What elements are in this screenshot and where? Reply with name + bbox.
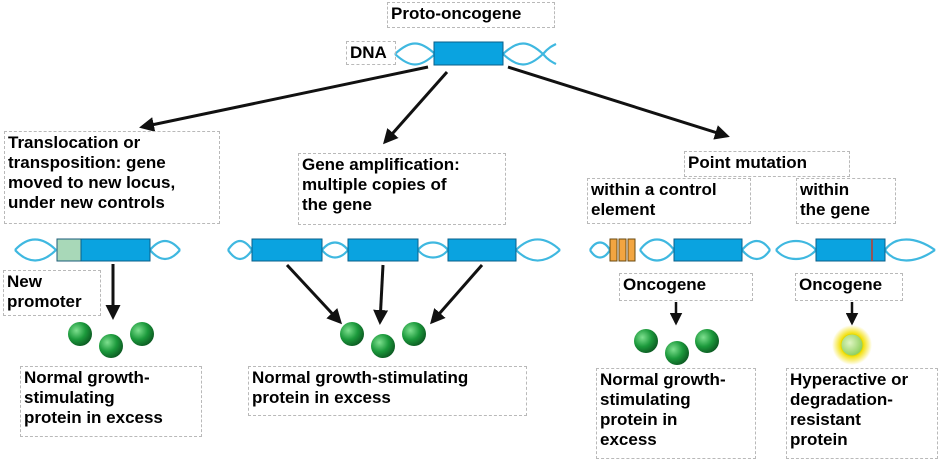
amplification-outcome-label: Normal growth-stimulating protein in exc…: [248, 366, 527, 416]
control-element-gene-box: [674, 239, 742, 261]
control-element-label: within a control element: [587, 178, 751, 224]
translocation-outcome-label: Normal growth- stimulating protein in ex…: [20, 366, 202, 437]
control-element-outcome-label: Normal growth- stimulating protein in ex…: [596, 368, 756, 459]
amplified-gene-copy-3: [448, 239, 516, 261]
amplified-gene-copy-1: [252, 239, 322, 261]
oncogene-label-2: Oncogene: [795, 273, 903, 301]
control-element-3: [628, 239, 635, 261]
amplification-branch-label: Gene amplification: multiple copies of t…: [298, 153, 506, 225]
within-gene-label: within the gene: [796, 178, 896, 224]
proto-oncogene-title: Proto-oncogene: [387, 2, 555, 28]
within-gene-outcome-label: Hyperactive or degradation- resistant pr…: [786, 368, 938, 459]
control-element-1: [610, 239, 617, 261]
branch-arrows: [142, 67, 727, 142]
mutated-gene-box: [816, 239, 885, 261]
translocation-branch-label: Translocation or transposition: gene mov…: [4, 131, 220, 224]
point-mutation-label: Point mutation: [684, 151, 850, 177]
hyperactive-protein: [832, 325, 872, 365]
control-element-2: [619, 239, 626, 261]
amplification-proteins: [340, 322, 426, 358]
oncogene-label-1: Oncogene: [619, 273, 753, 301]
control-element-proteins: [634, 329, 719, 365]
translocated-gene-box: [81, 239, 150, 261]
amplified-gene-copy-2: [348, 239, 418, 261]
new-promoter-box: [57, 239, 81, 261]
translocation-proteins: [68, 322, 154, 358]
dna-label: DNA: [346, 41, 396, 65]
amplification-arrows: [287, 265, 482, 322]
new-promoter-label: New promoter: [3, 270, 101, 316]
top-gene-box: [434, 42, 503, 65]
